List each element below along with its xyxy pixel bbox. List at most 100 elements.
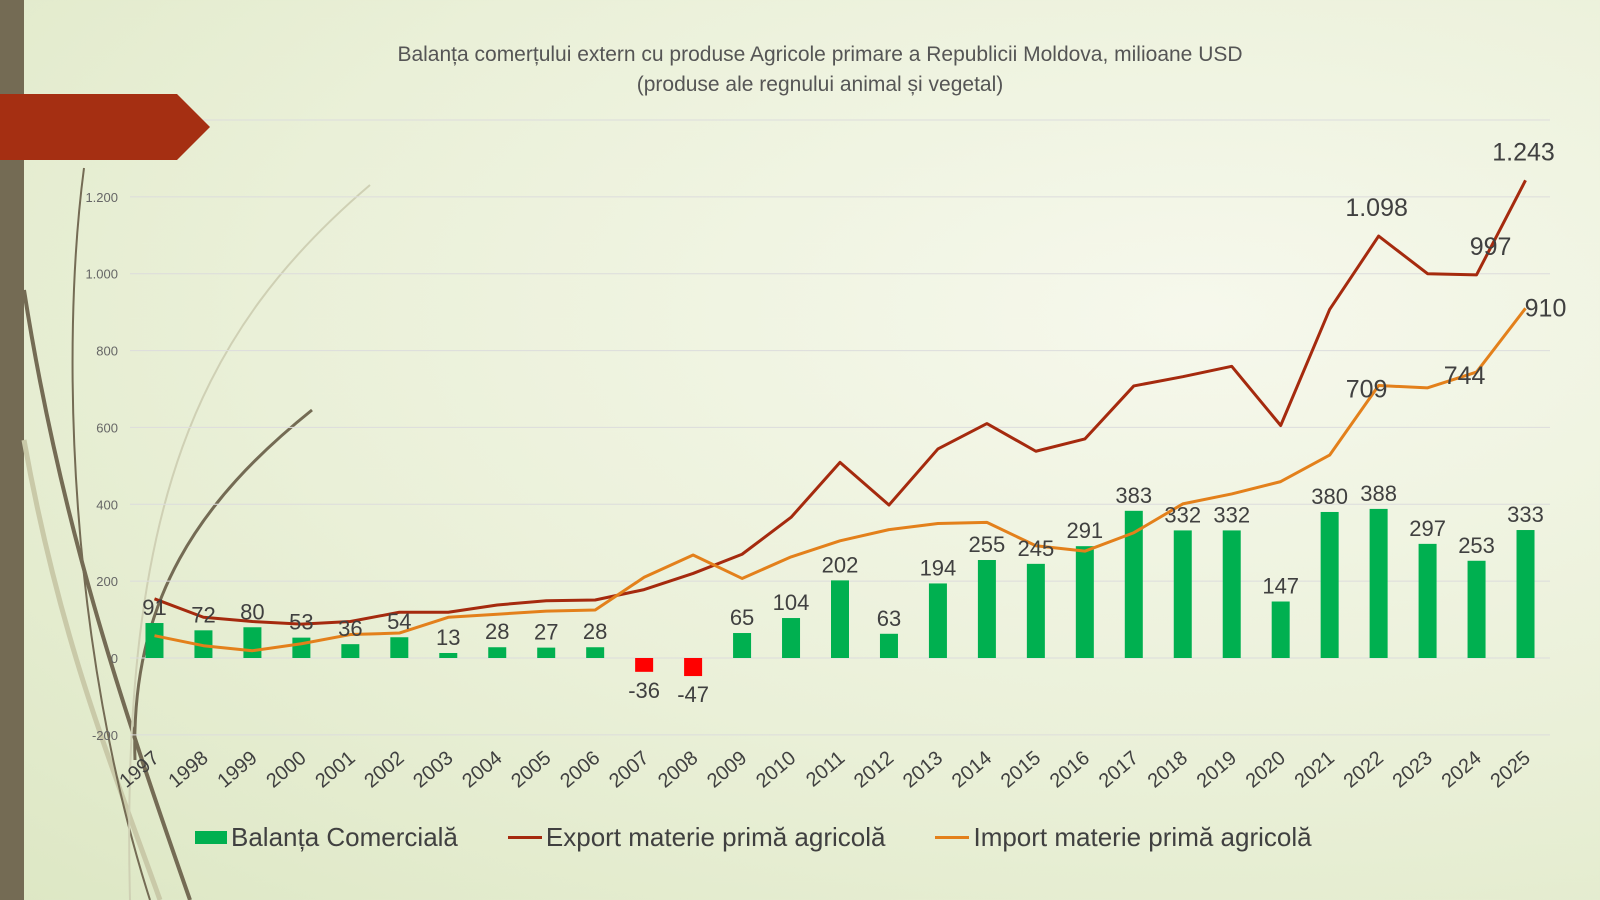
x-tick-label: 2015 — [997, 747, 1045, 792]
x-tick-label: 2010 — [752, 747, 800, 792]
x-tick-label: 2009 — [703, 747, 751, 792]
bar — [243, 627, 262, 658]
bar-data-label: 202 — [822, 552, 859, 577]
bar — [145, 623, 164, 658]
bar — [1075, 546, 1094, 658]
x-tick-label: 2022 — [1340, 747, 1388, 792]
bar-data-label: 194 — [920, 555, 957, 580]
bar — [977, 560, 996, 658]
y-tick-label: 600 — [96, 420, 118, 435]
bar — [537, 647, 556, 658]
bar — [1271, 601, 1290, 658]
export-data-label: 1.243 — [1492, 138, 1555, 166]
bar-data-label: 383 — [1115, 483, 1152, 508]
x-tick-label: 2017 — [1095, 747, 1143, 792]
legend-item-export: Export materie primă agricolă — [507, 822, 886, 853]
x-tick-label: 2002 — [360, 747, 408, 792]
y-tick-label: 400 — [96, 497, 118, 512]
x-tick-label: 2020 — [1242, 747, 1290, 792]
bar — [879, 633, 898, 658]
x-tick-label: 2023 — [1389, 747, 1437, 792]
x-tick-label: 2000 — [262, 747, 310, 792]
x-tick-label: 2005 — [507, 747, 555, 792]
chart-title: Balanța comerțului extern cu produse Agr… — [397, 43, 1243, 66]
bar — [292, 637, 311, 658]
x-tick-label: 2024 — [1438, 747, 1486, 792]
x-tick-label: 2014 — [948, 747, 996, 792]
bar — [1516, 530, 1535, 658]
chart-subtitle: (produse ale regnului animal și vegetal) — [636, 73, 1004, 96]
bar — [928, 583, 947, 658]
x-tick-label: 2001 — [311, 747, 359, 792]
legend-label: Export materie primă agricolă — [545, 822, 886, 852]
bar — [1418, 543, 1437, 658]
legend-item-balance: Balanța Comercială — [195, 822, 458, 853]
legend-swatch — [195, 831, 227, 844]
x-tick-label: 2007 — [605, 747, 653, 792]
bar-data-label: 91 — [142, 595, 166, 620]
bar — [439, 653, 458, 658]
bar — [1026, 563, 1045, 658]
bar-data-label: 72 — [191, 602, 215, 627]
bar-data-label: 65 — [730, 605, 754, 630]
legend-item-import: Import materie primă agricolă — [935, 822, 1312, 853]
x-tick-label: 2004 — [458, 747, 506, 792]
x-tick-label: 2006 — [556, 747, 604, 792]
bar-data-label: 104 — [773, 590, 810, 615]
x-tick-label: 2018 — [1144, 747, 1192, 792]
bar — [1222, 530, 1241, 658]
legend-label: Import materie primă agricolă — [973, 822, 1312, 852]
bar — [635, 658, 654, 672]
bar — [194, 630, 213, 658]
y-tick-label: 1.200 — [85, 190, 118, 205]
bar-data-label: 80 — [240, 599, 264, 624]
bar-data-label: -36 — [628, 678, 660, 703]
bar-data-label: 291 — [1066, 518, 1103, 543]
bar-data-label: 13 — [436, 625, 460, 650]
x-tick-label: 2025 — [1487, 747, 1535, 792]
bar-data-label: 255 — [969, 532, 1006, 557]
bar — [1369, 508, 1388, 658]
bar-data-label: 28 — [583, 619, 607, 644]
legend: Balanța Comercială Export materie primă … — [195, 822, 1312, 853]
bar-data-label: 147 — [1262, 574, 1299, 599]
x-tick-label: 2008 — [654, 747, 702, 792]
bar — [733, 633, 752, 658]
bar-data-label: 36 — [338, 616, 362, 641]
bar-data-label: 53 — [289, 610, 313, 635]
legend-swatch — [935, 836, 970, 839]
bar — [1320, 511, 1339, 658]
bar-data-label: 245 — [1018, 536, 1055, 561]
bar-data-label: 297 — [1409, 516, 1446, 541]
export-data-label: 1.098 — [1345, 194, 1408, 222]
import-data-label: 744 — [1444, 362, 1486, 390]
y-tick-label: 200 — [96, 574, 118, 589]
bar — [782, 618, 801, 658]
x-tick-label: 2013 — [899, 747, 947, 792]
bar — [1467, 560, 1486, 658]
bar — [684, 658, 703, 677]
export-data-label: 997 — [1470, 233, 1512, 261]
bar-data-label: 27 — [534, 620, 558, 645]
banner-arrow — [0, 94, 210, 160]
x-tick-label: 2012 — [850, 747, 898, 792]
bar-data-label: 332 — [1164, 502, 1201, 527]
bar-data-label: 54 — [387, 609, 411, 634]
bar — [831, 580, 849, 658]
bar-data-label: 380 — [1311, 484, 1348, 509]
x-tick-label: 2016 — [1046, 747, 1094, 792]
y-tick-label: 0 — [111, 651, 118, 666]
bar — [1124, 510, 1143, 658]
y-tick-label: -200 — [92, 728, 118, 743]
x-tick-label: 2003 — [409, 747, 457, 792]
bar — [341, 644, 360, 658]
legend-swatch — [507, 836, 542, 839]
import-data-label: 709 — [1346, 376, 1388, 404]
bar — [390, 637, 409, 658]
bar-data-label: 28 — [485, 619, 509, 644]
bar — [1173, 530, 1192, 658]
x-tick-label: 2021 — [1291, 747, 1339, 792]
x-tick-label: 2019 — [1193, 747, 1241, 792]
y-tick-label: 800 — [96, 344, 118, 359]
